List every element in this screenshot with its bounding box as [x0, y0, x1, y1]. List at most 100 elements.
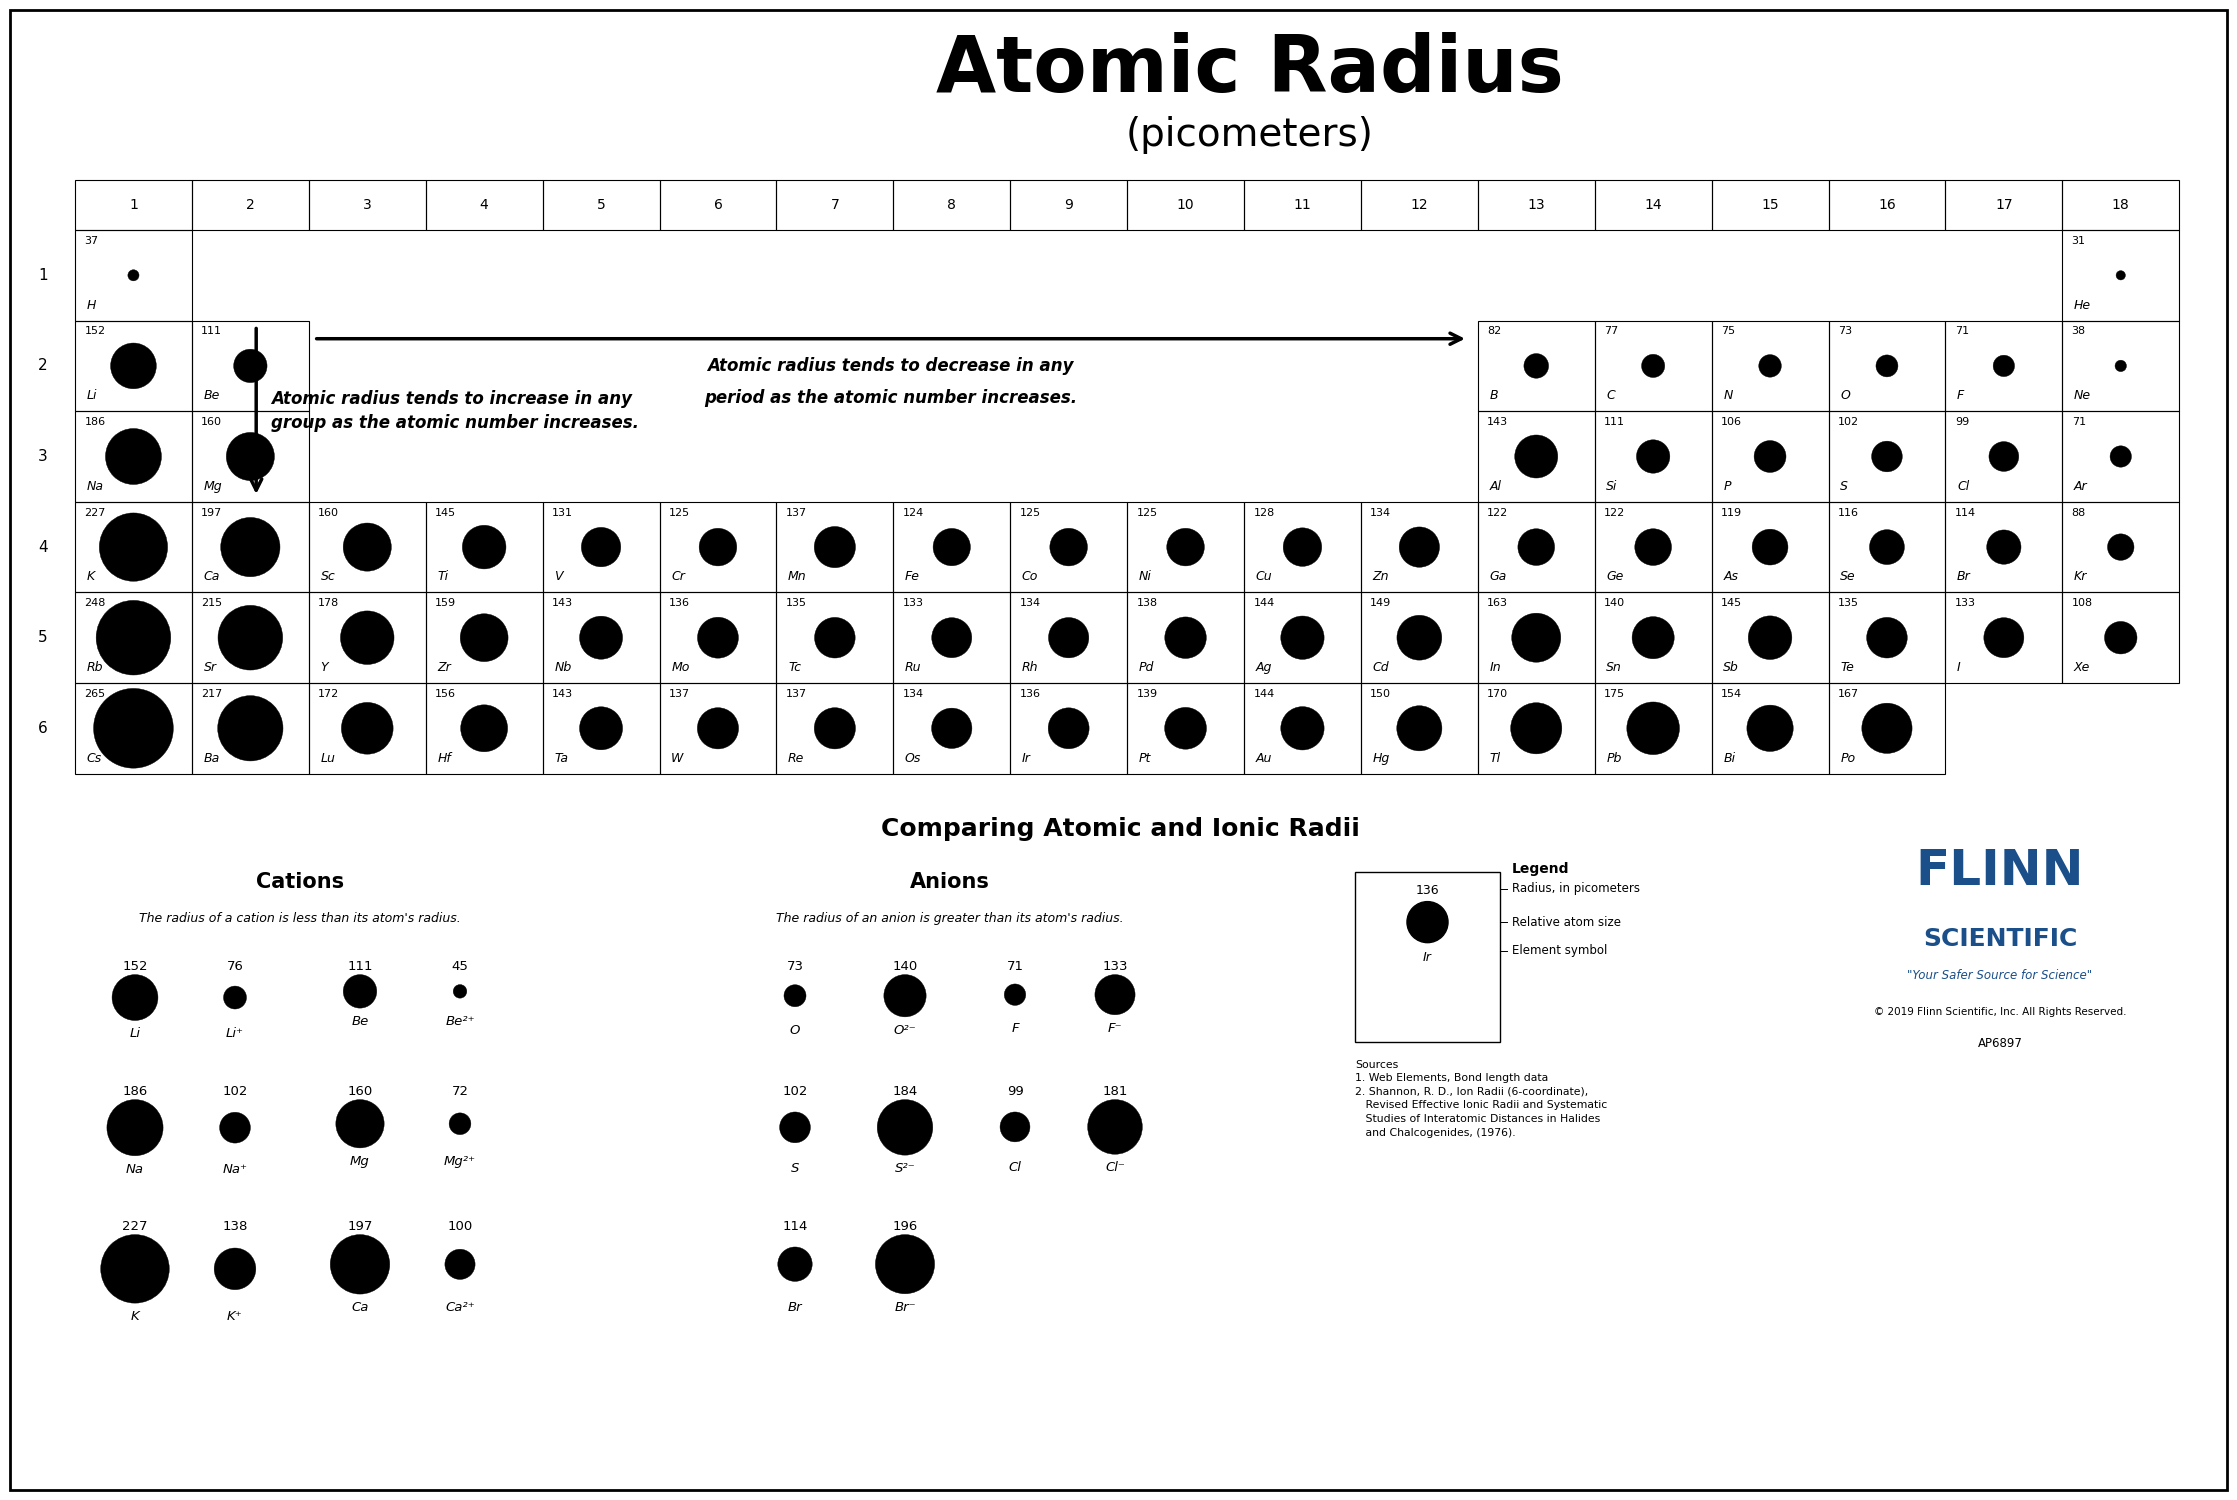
Text: 111: 111: [201, 327, 221, 336]
Bar: [1011, 503, 1127, 592]
Bar: [660, 682, 776, 774]
Text: 134: 134: [1020, 598, 1040, 609]
Text: 114: 114: [1955, 507, 1975, 518]
Bar: [1479, 592, 1595, 682]
Bar: [893, 503, 1011, 592]
Text: Comparing Atomic and Ionic Radii: Comparing Atomic and Ionic Radii: [881, 816, 1360, 840]
Text: Atomic Radius: Atomic Radius: [935, 32, 1564, 108]
Text: 6: 6: [714, 198, 723, 211]
Ellipse shape: [226, 432, 275, 480]
Text: 119: 119: [1720, 507, 1743, 518]
Ellipse shape: [128, 270, 139, 280]
Text: 38: 38: [2071, 327, 2085, 336]
Text: Al: Al: [1490, 480, 1501, 492]
Ellipse shape: [1049, 618, 1089, 658]
Ellipse shape: [781, 1112, 810, 1143]
Bar: [1356, 871, 1501, 1041]
Text: 122: 122: [1604, 507, 1626, 518]
Text: Kr: Kr: [2074, 570, 2087, 584]
Bar: [425, 682, 544, 774]
Text: 143: 143: [553, 598, 573, 609]
Text: The radius of a cation is less than its atom's radius.: The radius of a cation is less than its …: [139, 912, 461, 924]
Ellipse shape: [2105, 621, 2136, 654]
Text: 125: 125: [669, 507, 689, 518]
Text: 197: 197: [201, 507, 221, 518]
Text: Pb: Pb: [1606, 752, 1622, 765]
Text: Ni: Ni: [1139, 570, 1152, 584]
Text: Y: Y: [320, 662, 329, 674]
Ellipse shape: [1752, 530, 1787, 566]
Ellipse shape: [778, 1246, 812, 1281]
Ellipse shape: [814, 526, 855, 567]
Text: Cu: Cu: [1255, 570, 1273, 584]
Ellipse shape: [101, 1234, 170, 1304]
Bar: [544, 180, 660, 230]
Ellipse shape: [1747, 705, 1794, 752]
Text: 135: 135: [1839, 598, 1859, 609]
Text: 137: 137: [785, 688, 808, 699]
Text: 3: 3: [362, 198, 371, 211]
Bar: [1595, 503, 1711, 592]
Text: Ca²⁺: Ca²⁺: [445, 1300, 474, 1314]
Text: 99: 99: [1007, 1084, 1022, 1098]
Text: 12: 12: [1412, 198, 1427, 211]
Bar: [1711, 411, 1828, 503]
Text: 2: 2: [246, 198, 255, 211]
Text: 137: 137: [669, 688, 689, 699]
Bar: [893, 180, 1011, 230]
Text: O: O: [790, 1024, 801, 1036]
Bar: [425, 592, 544, 682]
Ellipse shape: [336, 1100, 385, 1148]
Bar: [1360, 180, 1479, 230]
Text: 196: 196: [893, 1220, 917, 1233]
Bar: [2063, 411, 2179, 503]
Text: 136: 136: [1416, 884, 1438, 897]
Text: 215: 215: [201, 598, 221, 609]
Bar: [1360, 682, 1479, 774]
Text: Mo: Mo: [671, 662, 689, 674]
Ellipse shape: [1004, 984, 1027, 1005]
Bar: [1828, 682, 1946, 774]
Ellipse shape: [1993, 356, 2016, 376]
Text: 186: 186: [123, 1084, 148, 1098]
Text: 102: 102: [221, 1084, 248, 1098]
Text: 170: 170: [1488, 688, 1508, 699]
Text: Element symbol: Element symbol: [1512, 944, 1608, 957]
Ellipse shape: [112, 975, 159, 1020]
Ellipse shape: [233, 350, 266, 382]
Text: Cr: Cr: [671, 570, 685, 584]
Ellipse shape: [2114, 360, 2127, 372]
Text: 72: 72: [452, 1084, 468, 1098]
Text: Na⁺: Na⁺: [221, 1162, 248, 1176]
Text: "Your Safer Source for Science": "Your Safer Source for Science": [1908, 969, 2092, 981]
Text: Sb: Sb: [1722, 662, 1738, 674]
Bar: [309, 503, 425, 592]
Bar: [1828, 321, 1946, 411]
Bar: [1360, 503, 1479, 592]
Ellipse shape: [107, 1100, 163, 1156]
Bar: [192, 411, 309, 503]
Text: 140: 140: [1604, 598, 1624, 609]
Text: Li: Li: [130, 1028, 141, 1041]
Text: Mg: Mg: [351, 1155, 369, 1168]
Ellipse shape: [215, 1248, 255, 1290]
Text: 1: 1: [130, 198, 139, 211]
Bar: [309, 592, 425, 682]
Ellipse shape: [700, 528, 736, 566]
Bar: [2063, 321, 2179, 411]
Bar: [1946, 592, 2063, 682]
Text: 9: 9: [1065, 198, 1074, 211]
Text: 37: 37: [85, 236, 98, 246]
Text: 3: 3: [38, 448, 47, 464]
Text: 125: 125: [1136, 507, 1157, 518]
Text: H: H: [87, 298, 96, 312]
Bar: [1946, 503, 2063, 592]
Ellipse shape: [582, 528, 620, 567]
Text: Ag: Ag: [1255, 662, 1273, 674]
Text: 139: 139: [1136, 688, 1157, 699]
Text: Br: Br: [787, 1300, 803, 1314]
Ellipse shape: [1635, 528, 1671, 566]
Text: Hf: Hf: [438, 752, 452, 765]
Ellipse shape: [933, 528, 971, 566]
Text: 160: 160: [201, 417, 221, 428]
